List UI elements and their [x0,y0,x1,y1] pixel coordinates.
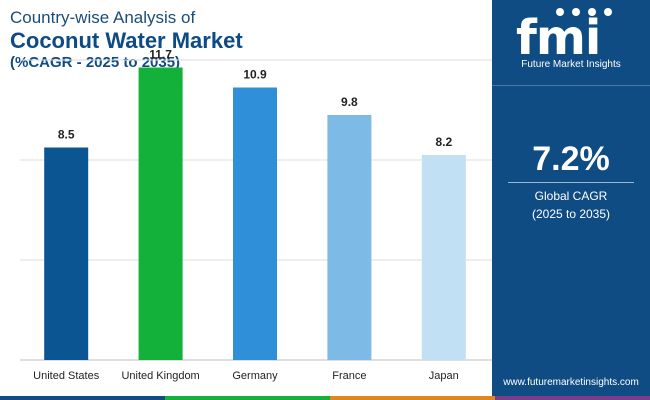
logo-wordmark: fmi [516,10,601,66]
strip-segment-green [165,396,330,400]
bar-chart: 8.5 United States 11.7 United Kingdom 10.9 Ge… [20,48,492,382]
value-label-5: 8.2 [435,135,452,149]
global-cagr-value: 7.2% [532,140,610,178]
strip-segment-purple [495,396,650,400]
value-label-1: 8.5 [58,128,75,142]
bottom-color-strip [0,396,650,400]
global-cagr-period: (2025 to 2035) [531,207,611,221]
logo-subtitle: Future Market Insights [521,59,621,70]
website-link[interactable]: www.futuremarketinsights.com [503,377,639,388]
category-label-4: France [332,370,366,382]
global-cagr-label-block: Global CAGR (2025 to 2035) [492,187,650,223]
bar-japan [421,155,466,360]
sidebar-panel: fmi Future Market Insights 7.2% Global C… [492,0,650,400]
cagr-rule [508,182,634,183]
value-label-3: 10.9 [243,68,267,82]
value-label-4: 9.8 [341,95,358,109]
sidebar-divider [492,85,650,86]
category-label-5: Japan [429,370,459,382]
logo-icons [554,5,624,21]
category-label-3: Germany [232,370,278,382]
bar-united-states [44,147,89,360]
chart-title-main: Coconut Water Market [10,28,243,53]
strip-segment-orange [330,396,495,400]
fmi-logo: fmi Future Market Insights [492,0,650,85]
category-label-1: United States [33,370,100,382]
global-cagr-label: Global CAGR [534,189,608,203]
chart-subtitle: (%CAGR - 2025 to 2035) [10,54,181,71]
logo-decoration-icon [556,8,612,16]
chart-title-line1: Country-wise Analysis of [10,8,196,27]
value-label-2: 11.7 [149,48,172,62]
bar-germany [233,87,277,360]
chart-title-block: Country-wise Analysis of Coconut Water M… [10,8,243,72]
bar-united-kingdom [138,67,183,360]
strip-segment-blue [0,396,165,400]
category-label-2: United Kingdom [121,370,199,382]
bar-france [327,115,372,360]
